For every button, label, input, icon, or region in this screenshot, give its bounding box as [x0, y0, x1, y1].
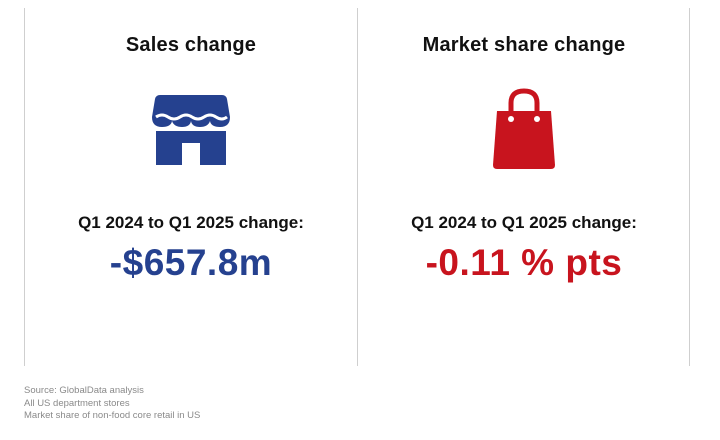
source-note: Source: GlobalData analysis	[24, 385, 144, 396]
footnotes: Source: GlobalData analysis All US depar…	[24, 385, 200, 423]
divider-middle	[357, 8, 358, 366]
divider-right	[689, 8, 690, 366]
store-icon	[25, 86, 357, 172]
sales-change-title: Sales change	[125, 34, 257, 56]
market-share-change-panel: Market share change Q1 2024 to Q1 2025 c…	[358, 0, 690, 366]
scope-note: All US department stores	[24, 397, 130, 409]
market-share-period-label: Q1 2024 to Q1 2025 change:	[411, 213, 637, 232]
sales-change-panel: Sales change Q1 2024 to Q1 2025 change: …	[25, 0, 357, 366]
shopping-bag-icon	[358, 86, 690, 172]
definition-note: Market share of non-food core retail in …	[24, 410, 201, 421]
sales-change-value: -$657.8m	[109, 242, 273, 283]
sales-period-label: Q1 2024 to Q1 2025 change:	[78, 213, 304, 232]
market-share-change-value: -0.11 % pts	[425, 242, 623, 283]
divider-left	[24, 8, 25, 366]
market-share-change-title: Market share change	[422, 34, 626, 56]
